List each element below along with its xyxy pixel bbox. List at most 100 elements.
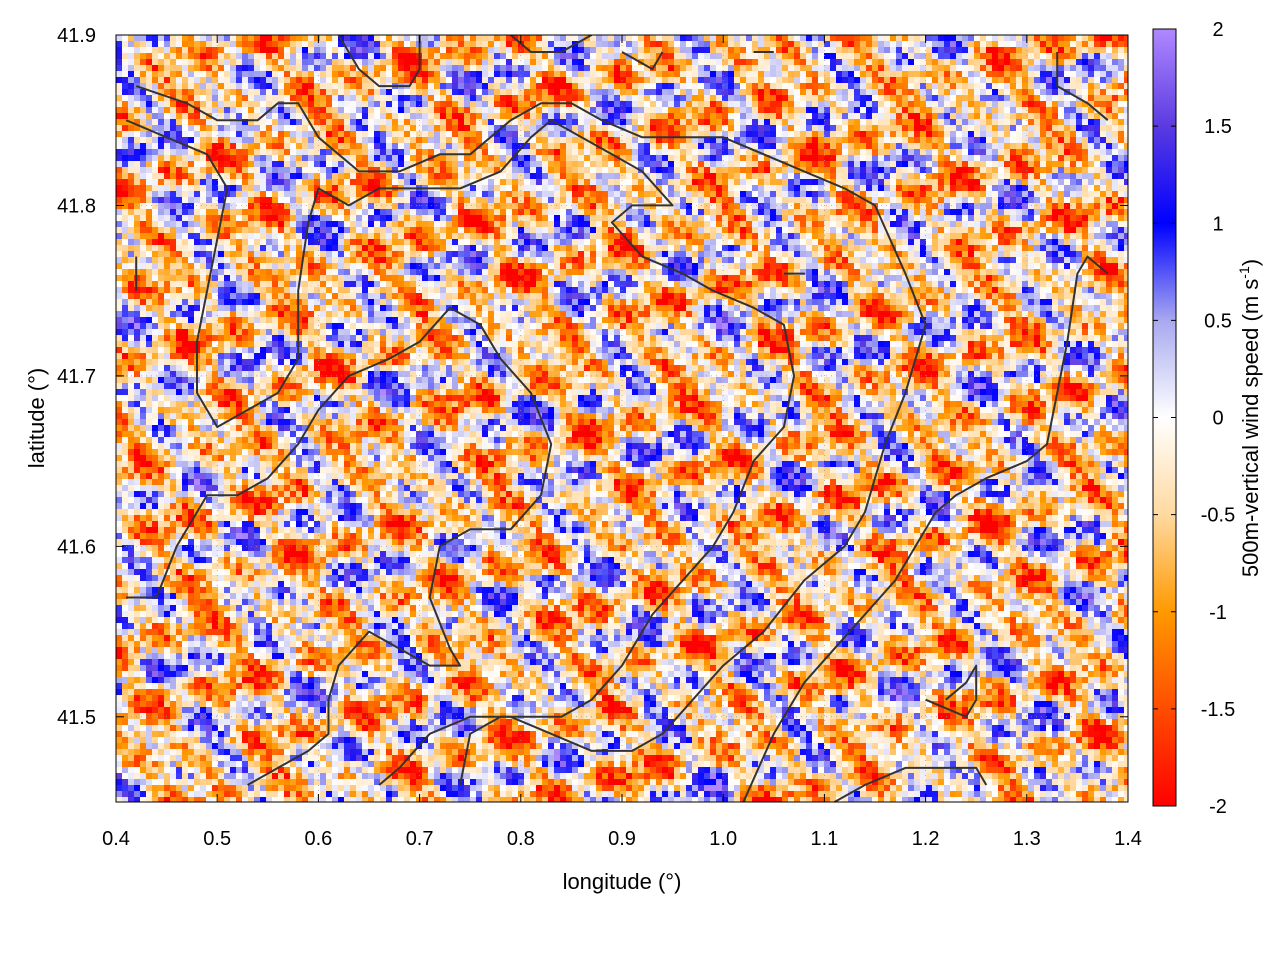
heatmap-cell bbox=[746, 161, 752, 167]
heatmap-cell bbox=[278, 71, 284, 77]
heatmap-cell bbox=[836, 65, 842, 71]
heatmap-cell bbox=[956, 47, 962, 53]
heatmap-cell bbox=[806, 77, 812, 83]
heatmap-cell bbox=[302, 35, 308, 41]
heatmap-cell bbox=[458, 197, 464, 203]
heatmap-cell bbox=[1082, 35, 1088, 41]
heatmap-cell bbox=[836, 137, 842, 143]
heatmap-cell bbox=[1046, 173, 1052, 179]
heatmap-cell bbox=[404, 59, 410, 65]
heatmap-cell bbox=[278, 35, 284, 41]
heatmap-cell bbox=[134, 155, 140, 161]
heatmap-cell bbox=[920, 107, 926, 113]
heatmap-cell bbox=[380, 119, 386, 125]
heatmap-cell bbox=[428, 149, 434, 155]
heatmap-cell bbox=[998, 95, 1004, 101]
heatmap-cell bbox=[818, 143, 824, 149]
heatmap-cell bbox=[788, 137, 794, 143]
heatmap-cell bbox=[968, 59, 974, 65]
heatmap-cell bbox=[812, 161, 818, 167]
heatmap-cell bbox=[470, 77, 476, 83]
heatmap-cell bbox=[374, 149, 380, 155]
heatmap-cell bbox=[1028, 203, 1034, 209]
heatmap-cell bbox=[776, 35, 782, 41]
heatmap-cell bbox=[560, 149, 566, 155]
heatmap-cell bbox=[656, 47, 662, 53]
heatmap-cell bbox=[1034, 47, 1040, 53]
heatmap-cell bbox=[134, 137, 140, 143]
heatmap-cell bbox=[170, 77, 176, 83]
heatmap-cell bbox=[386, 209, 392, 215]
heatmap-cell bbox=[758, 131, 764, 137]
heatmap-cell bbox=[248, 71, 254, 77]
heatmap-cell bbox=[644, 131, 650, 137]
heatmap-cell bbox=[290, 155, 296, 161]
heatmap-cell bbox=[836, 167, 842, 173]
heatmap-cell bbox=[968, 77, 974, 83]
heatmap-cell bbox=[608, 53, 614, 59]
heatmap-cell bbox=[578, 125, 584, 131]
heatmap-cell bbox=[698, 131, 704, 137]
heatmap-cell bbox=[758, 167, 764, 173]
heatmap-cell bbox=[1034, 149, 1040, 155]
heatmap-cell bbox=[794, 113, 800, 119]
heatmap-cell bbox=[392, 71, 398, 77]
heatmap-cell bbox=[380, 89, 386, 95]
heatmap-cell bbox=[974, 167, 980, 173]
heatmap-cell bbox=[314, 77, 320, 83]
heatmap-cell bbox=[872, 125, 878, 131]
heatmap-cell bbox=[296, 203, 302, 209]
heatmap-cell bbox=[872, 119, 878, 125]
heatmap-grid bbox=[116, 35, 1130, 803]
heatmap-cell bbox=[188, 47, 194, 53]
heatmap-cell bbox=[476, 209, 482, 215]
heatmap-cell bbox=[650, 101, 656, 107]
heatmap-cell bbox=[374, 197, 380, 203]
heatmap-cell bbox=[890, 149, 896, 155]
heatmap-cell bbox=[998, 185, 1004, 191]
heatmap-cell bbox=[218, 191, 224, 197]
heatmap-cell bbox=[884, 149, 890, 155]
heatmap-cell bbox=[416, 125, 422, 131]
heatmap-cell bbox=[770, 101, 776, 107]
heatmap-cell bbox=[536, 59, 542, 65]
heatmap-cell bbox=[1088, 143, 1094, 149]
heatmap-cell bbox=[842, 35, 848, 41]
heatmap-cell bbox=[476, 65, 482, 71]
heatmap-cell bbox=[446, 119, 452, 125]
heatmap-cell bbox=[884, 119, 890, 125]
heatmap-cell bbox=[272, 53, 278, 59]
heatmap-cell bbox=[530, 185, 536, 191]
heatmap-cell bbox=[422, 71, 428, 77]
heatmap-cell bbox=[440, 95, 446, 101]
heatmap-cell bbox=[650, 107, 656, 113]
heatmap-cell bbox=[452, 209, 458, 215]
heatmap-cell bbox=[974, 161, 980, 167]
heatmap-cell bbox=[794, 59, 800, 65]
heatmap-cell bbox=[176, 125, 182, 131]
heatmap-cell bbox=[242, 167, 248, 173]
heatmap-cell bbox=[890, 107, 896, 113]
heatmap-cell bbox=[134, 197, 140, 203]
heatmap-cell bbox=[452, 47, 458, 53]
heatmap-cell bbox=[1070, 107, 1076, 113]
heatmap-cell bbox=[758, 191, 764, 197]
heatmap-cell bbox=[182, 71, 188, 77]
heatmap-cell bbox=[140, 191, 146, 197]
heatmap-cell bbox=[482, 167, 488, 173]
heatmap-cell bbox=[374, 35, 380, 41]
heatmap-cell bbox=[884, 95, 890, 101]
heatmap-cell bbox=[452, 197, 458, 203]
heatmap-cell bbox=[1046, 179, 1052, 185]
heatmap-cell bbox=[614, 203, 620, 209]
heatmap-cell bbox=[1004, 101, 1010, 107]
heatmap-cell bbox=[398, 53, 404, 59]
heatmap-cell bbox=[854, 161, 860, 167]
heatmap-cell bbox=[692, 191, 698, 197]
heatmap-cell bbox=[1100, 95, 1106, 101]
heatmap-cell bbox=[296, 95, 302, 101]
heatmap-cell bbox=[1046, 113, 1052, 119]
heatmap-cell bbox=[476, 191, 482, 197]
heatmap-cell bbox=[158, 155, 164, 161]
heatmap-cell bbox=[554, 77, 560, 83]
